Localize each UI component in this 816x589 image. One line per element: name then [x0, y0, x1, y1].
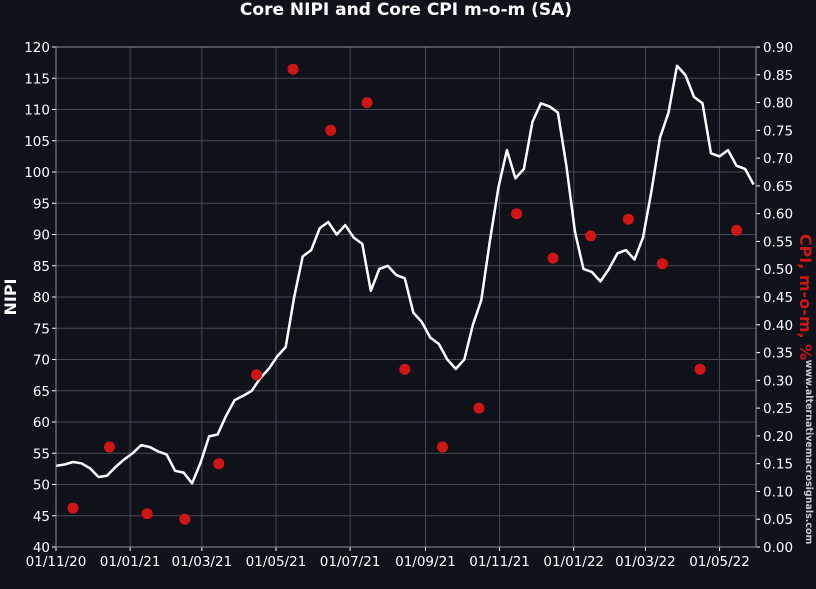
y-tick-label-right: 0.65: [763, 179, 793, 195]
y-tick-label-right: 0.30: [763, 373, 793, 389]
chart-title: Core NIPI and Core CPI m-o-m (SA): [240, 0, 572, 20]
x-tick-label: 01/05/22: [689, 554, 750, 570]
y-tick-label-right: 0.20: [763, 429, 793, 445]
y-tick-label-right: 0.05: [763, 512, 793, 528]
y-tick-label-right: 0.45: [763, 290, 793, 306]
y-axis-label-left: NIPI: [1, 278, 20, 315]
y-axis-label-right: CPI, m-o-m, %: [796, 234, 815, 360]
x-tick-label: 01/05/21: [246, 554, 307, 570]
grid: [55, 46, 756, 548]
y-tick-label-right: 0.55: [763, 234, 793, 250]
cpi-point: [361, 97, 373, 109]
y-tick-label-left: 80: [33, 290, 50, 306]
cpi-point: [694, 363, 706, 375]
cpi-point: [251, 369, 262, 381]
x-tick-label: 01/01/21: [100, 554, 161, 570]
x-tick-label: 01/11/21: [469, 554, 530, 570]
y-tick-label-left: 65: [33, 384, 50, 400]
y-tick-label-left: 85: [33, 259, 50, 275]
y-tick-label-right: 0.75: [763, 123, 793, 139]
y-tick-label-right: 0.70: [763, 151, 793, 167]
cpi-point: [473, 402, 485, 414]
y-tick-label-left: 40: [33, 540, 50, 556]
cpi-point: [141, 508, 153, 520]
cpi-point: [213, 458, 225, 470]
x-tick-label: 01/03/22: [615, 554, 676, 570]
y-tick-label-right: 0.85: [763, 68, 793, 84]
cpi-point: [325, 124, 337, 136]
cpi-point: [731, 224, 743, 236]
cpi-point: [179, 513, 191, 525]
cpi-point: [287, 63, 299, 75]
y-tick-label-left: 55: [33, 446, 50, 462]
cpi-point: [547, 252, 559, 264]
y-tick-label-left: 45: [33, 509, 50, 525]
y-tick-label-left: 90: [33, 228, 50, 244]
x-tick-label: 01/01/22: [543, 554, 604, 570]
y-tick-label-right: 0.35: [763, 346, 793, 362]
y-tick-label-right: 0.25: [763, 401, 793, 417]
y-tick-label-left: 120: [24, 40, 50, 56]
cpi-point: [656, 258, 668, 270]
y-tick-label-right: 0.10: [763, 484, 793, 500]
y-tick-label-left: 70: [33, 353, 50, 369]
watermark: www.alternativemacrosignals.com: [803, 360, 814, 545]
x-tick-label: 01/07/21: [320, 554, 381, 570]
cpi-point: [511, 208, 523, 220]
cpi-point: [104, 441, 115, 453]
series-line-core-nipi: [55, 64, 755, 485]
cpi-point: [622, 213, 634, 225]
y-tick-label-right: 0.50: [763, 262, 793, 278]
x-tick-label: 01/03/21: [172, 554, 233, 570]
axes: 40 45 50 55 60 65 70 75 80 85 90 95 100 105 110 115 120 0…: [24, 40, 793, 570]
y-tick-label-left: 75: [33, 321, 50, 337]
cpi-point: [437, 441, 448, 453]
cpi-point: [67, 502, 79, 514]
y-tick-label-right: 0.80: [763, 96, 793, 112]
cpi-point: [399, 363, 411, 375]
plot-area: [55, 63, 755, 525]
y-tick-label-left: 95: [33, 196, 50, 212]
y-tick-label-right: 0.40: [763, 318, 793, 334]
y-tick-label-right: 0.15: [763, 457, 793, 473]
y-tick-label-left: 115: [24, 71, 50, 87]
y-tick-label-right: 0.00: [763, 540, 793, 556]
y-tick-label-right: 0.90: [763, 40, 793, 56]
y-tick-label-right: 0.60: [763, 207, 793, 223]
cpi-point: [585, 230, 597, 242]
y-tick-label-left: 60: [33, 415, 50, 431]
plot-frame: [55, 46, 757, 548]
y-tick-label-left: 105: [24, 134, 50, 150]
x-tick-label: 01/11/20: [26, 554, 87, 570]
y-tick-label-left: 50: [33, 478, 50, 494]
y-tick-label-left: 100: [24, 165, 50, 181]
y-tick-label-left: 110: [24, 103, 50, 119]
x-tick-label: 01/09/21: [395, 554, 456, 570]
